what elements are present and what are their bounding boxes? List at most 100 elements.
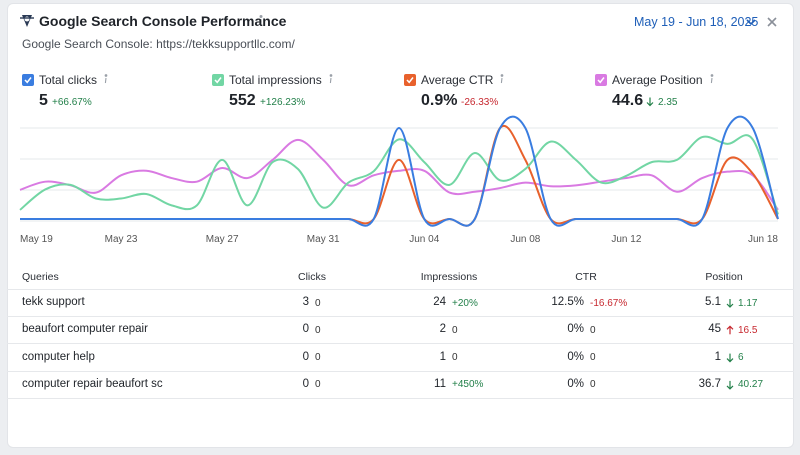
x-tick-label: Jun 18 <box>748 234 778 245</box>
date-range[interactable]: May 19 - Jun 18, 2025 <box>634 15 759 29</box>
cell-change: 0 <box>315 297 321 309</box>
metric-change: -26.33% <box>461 97 499 108</box>
cell-change: 1.17 <box>738 297 758 309</box>
cell-value: 1 <box>439 350 446 363</box>
checkbox <box>212 74 224 86</box>
info-dot <box>104 74 108 77</box>
cell-change: 0 <box>590 379 596 391</box>
metric-value: 5 <box>39 92 48 109</box>
info-stem <box>104 77 107 84</box>
row-separator <box>7 343 794 345</box>
column-header: Clicks <box>298 271 326 283</box>
x-tick-label: Jun 04 <box>409 234 439 245</box>
info-icon <box>500 74 504 84</box>
cell-change: 0 <box>452 324 458 336</box>
info-icon <box>104 74 108 84</box>
cell-value: 0 <box>302 377 309 390</box>
metric-change: +66.67% <box>52 97 92 108</box>
checkbox <box>404 74 416 86</box>
info-stem <box>710 77 713 84</box>
arrow-icon <box>726 299 734 308</box>
cell-change: 0 <box>315 352 321 364</box>
cell-change: 0 <box>590 324 596 336</box>
arrow-head <box>646 102 654 107</box>
row-separator <box>7 316 794 317</box>
x-tick-label: May 27 <box>206 234 239 245</box>
metric-value: 552 <box>229 92 256 109</box>
header-separator <box>7 289 794 290</box>
metric-checkbox[interactable] <box>404 74 416 86</box>
arrow-icon <box>726 325 734 335</box>
close-button[interactable] <box>767 17 777 27</box>
x-tick-label: Jun 12 <box>611 234 641 245</box>
title: Google Search Console Performance <box>39 13 287 29</box>
cell-value: 0 <box>302 350 309 363</box>
metric-label: Average Position <box>612 73 703 87</box>
cell-value: 11 <box>434 377 446 390</box>
cell-value: 2 <box>439 323 446 336</box>
metric-label: Average CTR <box>421 73 494 87</box>
cell-change: 0 <box>315 379 321 391</box>
cell-change: 0 <box>590 352 596 364</box>
info-dot <box>329 74 333 77</box>
arrow-head <box>726 303 734 308</box>
cell-value: 45 <box>708 323 721 336</box>
info-icon <box>710 74 714 84</box>
cell-value: 0% <box>567 377 584 390</box>
metric-label: Total clicks <box>39 73 98 87</box>
info-icon <box>259 15 263 26</box>
info-dot <box>500 74 504 77</box>
metric-checkbox[interactable] <box>212 74 224 86</box>
x-tick-label: May 23 <box>105 234 138 245</box>
column-header: Queries <box>22 271 59 283</box>
metric-value: 44.6 <box>612 92 644 109</box>
cell-value: 36.7 <box>698 377 721 390</box>
cell-value: 0% <box>567 323 584 336</box>
column-header: Position <box>705 271 743 283</box>
subtitle: Google Search Console: https://tekksuppo… <box>22 37 295 51</box>
checkmark <box>24 77 32 84</box>
info-icon <box>329 74 333 84</box>
metric-value: 0.9% <box>421 92 458 109</box>
x-tick-label: May 31 <box>307 234 340 245</box>
cell-value: 0 <box>302 323 309 336</box>
metric-checkbox[interactable] <box>22 74 34 86</box>
arrow-head <box>726 358 734 363</box>
cell-change: -16.67% <box>590 297 628 309</box>
logo-icon <box>20 15 34 27</box>
query-cell: beaufort computer repair <box>22 323 148 336</box>
arrow-icon <box>726 353 734 363</box>
series-line <box>19 134 779 215</box>
column-header: Impressions <box>420 271 478 283</box>
x-tick-label: Jun 08 <box>510 234 540 245</box>
metric-label: Total impressions <box>229 73 322 87</box>
cell-change: +450% <box>452 379 484 391</box>
cell-change: +20% <box>452 297 478 309</box>
arrow-head <box>726 385 734 390</box>
x-tick-label: May 19 <box>20 234 53 245</box>
metric-change: 2.35 <box>658 97 678 108</box>
cell-value: 5.1 <box>705 296 721 308</box>
cell-value: 3 <box>302 296 309 308</box>
checkmark <box>214 77 222 84</box>
cell-change: 16.5 <box>738 324 758 336</box>
arrow-icon <box>646 97 654 107</box>
checkbox <box>22 74 34 86</box>
cell-value: 24 <box>433 296 446 308</box>
query-cell: tekk support <box>22 296 85 308</box>
cell-value: 1 <box>714 350 721 363</box>
row-separator <box>7 397 794 399</box>
cell-change: 40.27 <box>738 379 764 391</box>
series-line <box>19 115 779 227</box>
checkmark <box>597 77 605 84</box>
metric-checkbox[interactable] <box>595 74 607 86</box>
info-dot <box>710 74 714 77</box>
series-line <box>19 138 779 211</box>
info-stem <box>329 77 332 84</box>
column-header: CTR <box>575 271 597 283</box>
chevron-icon[interactable] <box>746 19 756 26</box>
cell-value: 12.5% <box>551 296 584 308</box>
